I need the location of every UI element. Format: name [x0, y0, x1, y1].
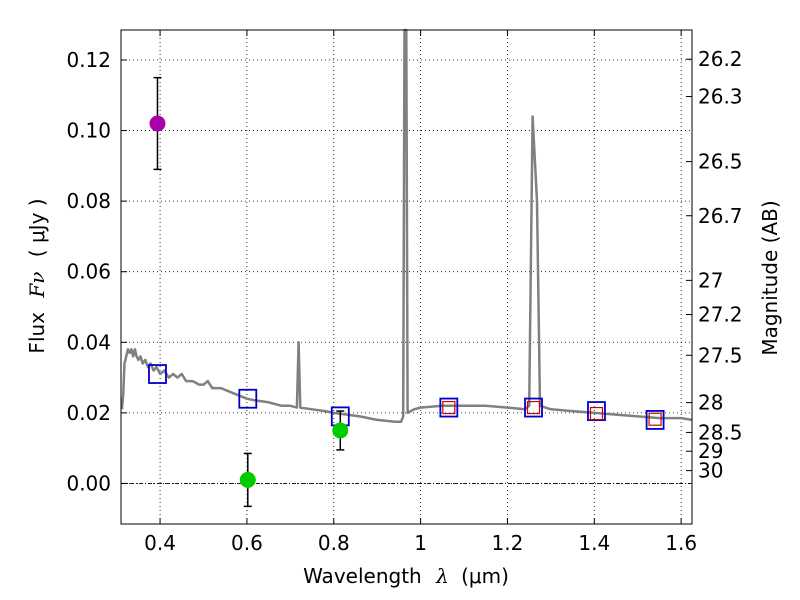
observed-point	[239, 471, 256, 488]
y-tick-label: 0.04	[66, 330, 111, 354]
magnitude-tick-label: 26.2	[698, 47, 743, 71]
magnitude-tick-label: 26.5	[698, 150, 743, 174]
magnitude-tick-label: 27.5	[698, 343, 743, 367]
x-tick-label: 0.8	[318, 531, 350, 555]
magnitude-tick-label: 27	[698, 268, 723, 292]
model-photometry-point	[148, 364, 167, 384]
y-tick-label: 0.10	[66, 119, 111, 143]
observed-point	[149, 115, 166, 132]
y-axis-label-symbol: Fν	[25, 272, 49, 299]
y-axis-label: Flux Fν ( μJy )	[25, 198, 49, 353]
y-tick-label: 0.08	[66, 189, 111, 213]
y-axis-label-prefix: Flux	[25, 312, 49, 354]
x-tick-label: 1.2	[492, 531, 524, 555]
x-axis-label: Wavelength λ (μm)	[303, 564, 509, 588]
plot-frame	[120, 29, 693, 525]
observed-points-series	[149, 76, 349, 508]
y-tick-label: 0.12	[66, 48, 111, 72]
model-photometry-point	[645, 410, 665, 430]
model-photometry-point	[524, 397, 543, 418]
x-tick-label: 1.6	[665, 531, 697, 555]
magnitude-tick-label: 26.3	[698, 85, 743, 109]
magnitude-tick-label: 28	[698, 391, 723, 415]
observed-point	[332, 422, 349, 439]
model-photometry-point	[439, 397, 459, 418]
observed-ir-point	[526, 400, 541, 415]
x-tick-label: 1.4	[578, 531, 610, 555]
magnitude-tick-label: 26.7	[698, 204, 743, 228]
observed-ir-point	[589, 406, 604, 421]
x-axis-label-unit: (μm)	[461, 564, 509, 588]
y-tick-label: 0.06	[66, 260, 111, 284]
x-axis-ticks: 0.4 0.6 0.8 1 1.2 1.4 1.6	[144, 30, 697, 555]
y-axis-label-unit: ( μJy )	[25, 198, 49, 257]
magnitude-tick-label: 30	[698, 459, 723, 483]
magnitude-tick-label: 27.2	[698, 303, 743, 327]
observed-ir-point	[442, 400, 456, 415]
x-axis-label-prefix: Wavelength	[303, 564, 422, 588]
x-axis-label-symbol: λ	[435, 564, 449, 588]
magnitude-tick-label: 29	[698, 439, 723, 463]
observed-ir-point	[648, 412, 662, 426]
y-tick-label: 0.02	[66, 401, 111, 425]
model-photometry-point	[238, 388, 258, 409]
magnitude-axis-label: Magnitude (AB)	[758, 200, 782, 355]
magnitude-tick-label: 28.5	[698, 420, 743, 444]
y-tick-label: 0.00	[66, 471, 111, 495]
observed-ir-series	[442, 400, 662, 426]
x-tick-label: 0.4	[144, 531, 176, 555]
x-tick-label: 1	[414, 531, 427, 555]
x-tick-label: 0.6	[231, 531, 263, 555]
y-axis-ticks: 0.00 0.02 0.04 0.06 0.08 0.10 0.12	[66, 48, 127, 495]
